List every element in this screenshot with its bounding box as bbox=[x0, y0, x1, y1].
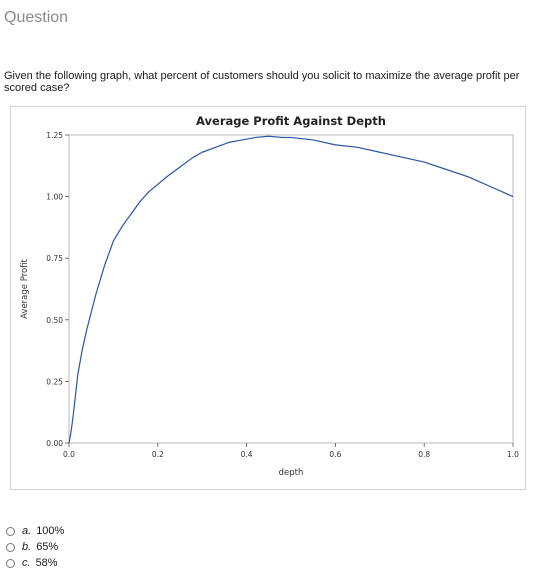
option-a-text: 100% bbox=[36, 525, 65, 537]
chart-title: Average Profit Against Depth bbox=[196, 114, 386, 128]
x-tick-label: 0.2 bbox=[152, 450, 164, 459]
option-c[interactable]: c. 58% bbox=[6, 555, 64, 571]
y-axis: 0.00 0.25 0.50 0.75 1.00 1.25 bbox=[46, 131, 69, 448]
radio-b[interactable] bbox=[6, 542, 15, 552]
y-tick-label: 0.00 bbox=[46, 439, 63, 448]
x-axis-label: depth bbox=[279, 468, 304, 478]
x-tick-label: 0.0 bbox=[63, 450, 75, 459]
option-a[interactable]: a. 100% bbox=[6, 523, 64, 539]
option-b-text: 65% bbox=[36, 541, 59, 553]
x-tick-label: 0.4 bbox=[241, 450, 253, 459]
y-tick-label: 0.50 bbox=[46, 316, 63, 325]
option-c-text: 58% bbox=[35, 557, 58, 569]
question-text: Given the following graph, what percent … bbox=[4, 70, 520, 94]
section-title: Question bbox=[4, 9, 69, 26]
y-tick-label: 1.00 bbox=[46, 193, 63, 202]
x-axis: 0.0 0.2 0.4 0.6 0.8 1.0 bbox=[63, 443, 519, 459]
option-b-letter: b. bbox=[22, 541, 32, 553]
option-b[interactable]: b. 65% bbox=[6, 539, 64, 555]
y-tick-label: 1.25 bbox=[46, 131, 63, 140]
chart-figure: Average Profit Against Depth 0.0 0.2 0.4 0.… bbox=[10, 106, 526, 490]
plot-frame bbox=[68, 134, 514, 444]
option-a-letter: a. bbox=[22, 525, 32, 537]
x-tick-label: 0.8 bbox=[418, 450, 430, 459]
x-tick-label: 1.0 bbox=[507, 450, 519, 459]
answer-options: a. 100% b. 65% c. 58% bbox=[6, 523, 64, 571]
chart-svg: Average Profit Against Depth 0.0 0.2 0.4 0.… bbox=[20, 114, 519, 478]
option-c-letter: c. bbox=[22, 557, 31, 569]
y-tick-label: 0.25 bbox=[46, 377, 63, 386]
series-line-average-profit bbox=[68, 135, 514, 444]
radio-a[interactable] bbox=[6, 526, 15, 536]
y-tick-label: 0.75 bbox=[46, 254, 63, 263]
y-axis-label: Average Profit bbox=[20, 258, 30, 318]
radio-c[interactable] bbox=[6, 558, 15, 568]
x-tick-label: 0.6 bbox=[329, 450, 341, 459]
